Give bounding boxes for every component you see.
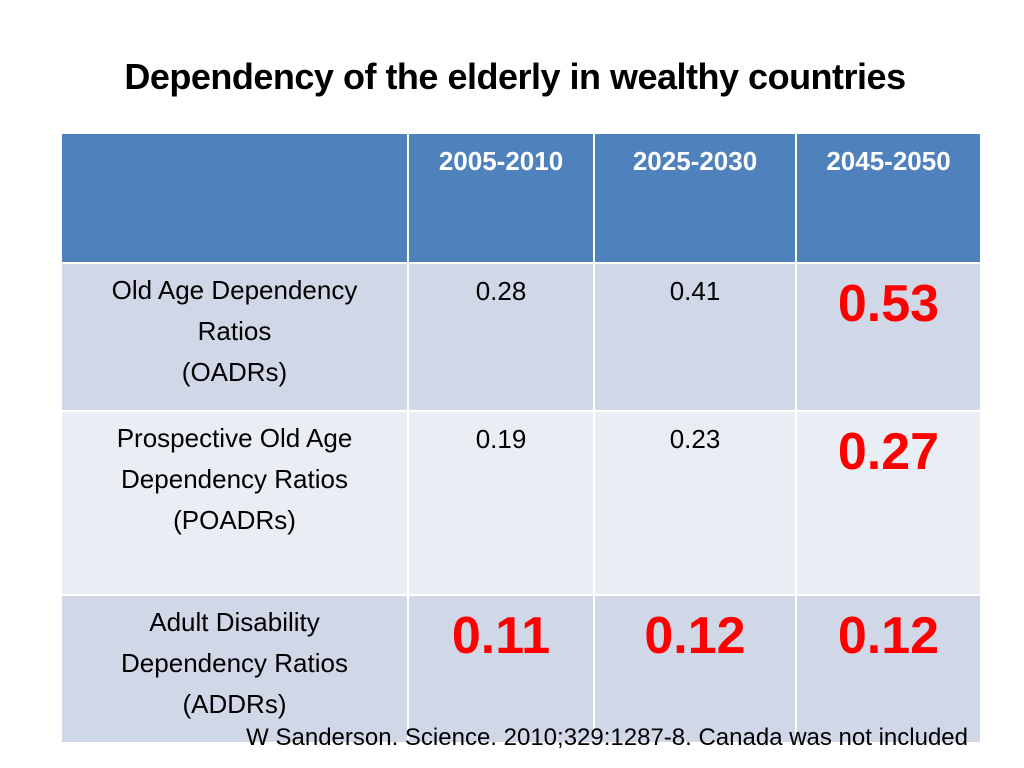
row-label-line: Ratios <box>197 316 272 346</box>
row-label-line: Old Age Dependency <box>111 275 358 305</box>
header-corner-cell <box>60 132 409 264</box>
row-label-line: (OADRs) <box>181 357 288 387</box>
table-row-oadrs: Old Age Dependency Ratios (OADRs) 0.28 0… <box>60 262 982 412</box>
cell-addrs-2045-2050: 0.12 <box>795 594 982 744</box>
cell-oadrs-2045-2050: 0.53 <box>795 262 982 412</box>
table-row-poadrs: Prospective Old Age Dependency Ratios (P… <box>60 410 982 596</box>
table-header-row: 2005-2010 2025-2030 2045-2050 <box>60 132 982 264</box>
cell-oadrs-2005-2010: 0.28 <box>407 262 595 412</box>
citation-footnote: W Sanderson. Science. 2010;329:1287-8. C… <box>246 724 968 751</box>
table-row-addrs: Adult Disability Dependency Ratios (ADDR… <box>60 594 982 744</box>
row-label-line: (POADRs) <box>173 505 296 535</box>
row-label-line: (ADDRs) <box>182 689 287 719</box>
row-label-oadrs: Old Age Dependency Ratios (OADRs) <box>60 262 409 412</box>
slide-title: Dependency of the elderly in wealthy cou… <box>124 56 906 97</box>
cell-poadrs-2005-2010: 0.19 <box>407 410 595 596</box>
cell-addrs-2005-2010: 0.11 <box>407 594 595 744</box>
cell-oadrs-2025-2030: 0.41 <box>593 262 797 412</box>
row-label-line: Prospective Old Age <box>116 423 353 453</box>
row-label-line: Adult Disability <box>149 607 320 637</box>
header-col-2045-2050: 2045-2050 <box>795 132 982 264</box>
header-col-2005-2010: 2005-2010 <box>407 132 595 264</box>
row-label-line: Dependency Ratios <box>121 648 348 678</box>
row-label-poadrs: Prospective Old Age Dependency Ratios (P… <box>60 410 409 596</box>
cell-poadrs-2045-2050: 0.27 <box>795 410 982 596</box>
row-label-line: Dependency Ratios <box>121 464 348 494</box>
header-col-2025-2030: 2025-2030 <box>593 132 797 264</box>
cell-addrs-2025-2030: 0.12 <box>593 594 797 744</box>
row-label-addrs: Adult Disability Dependency Ratios (ADDR… <box>60 594 409 744</box>
cell-poadrs-2025-2030: 0.23 <box>593 410 797 596</box>
dependency-table: 2005-2010 2025-2030 2045-2050 Old Age De… <box>60 132 982 744</box>
